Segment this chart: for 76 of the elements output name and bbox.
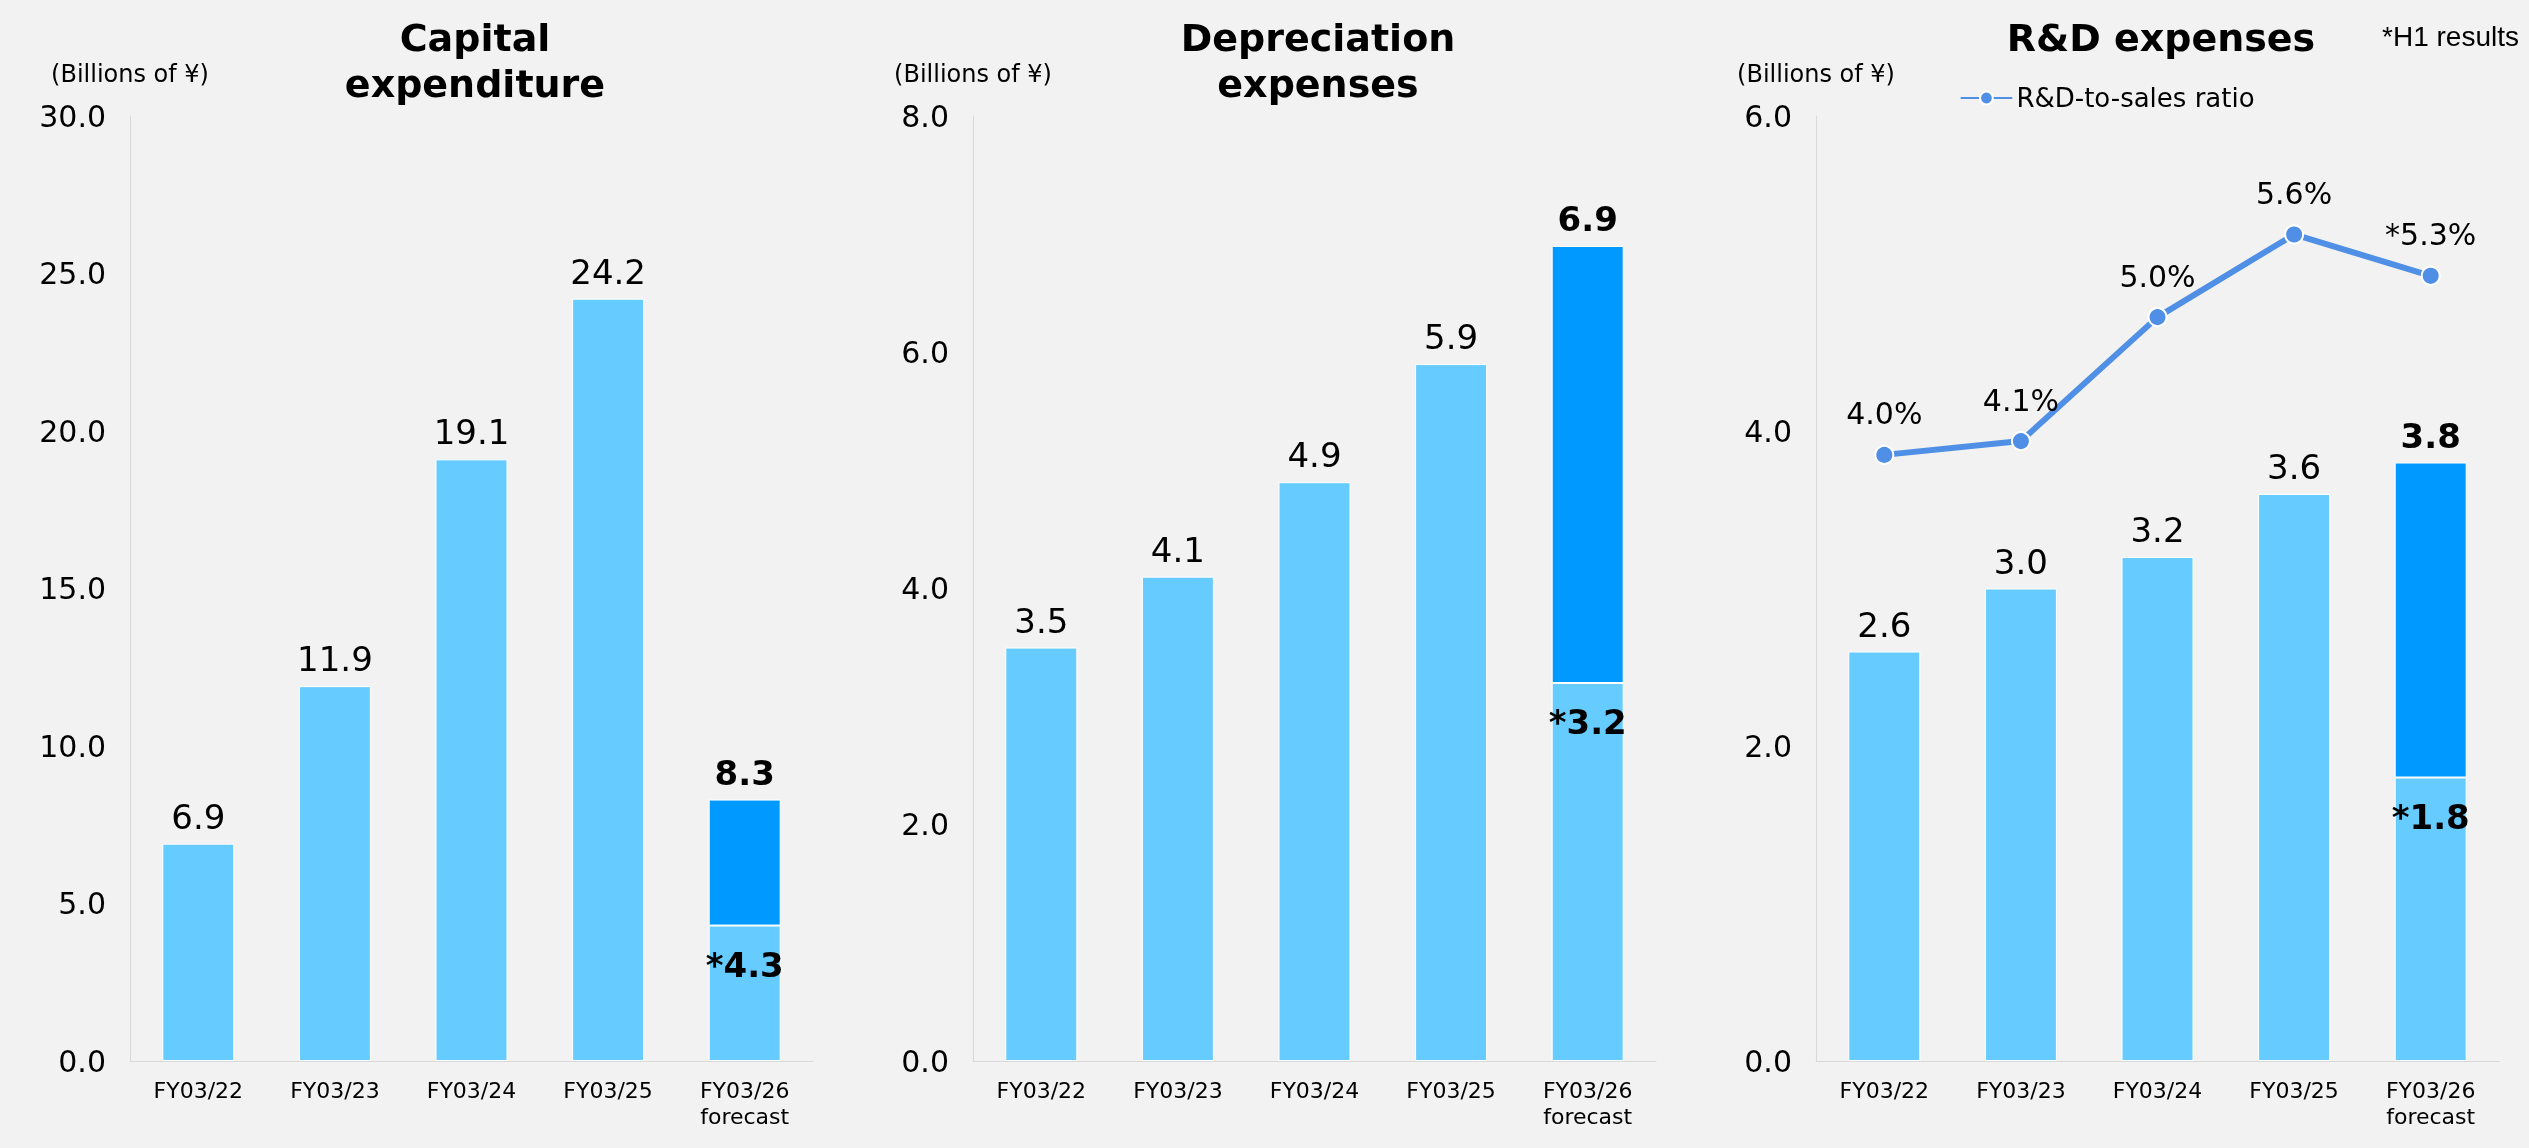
y-tick-label: 30.0 (39, 98, 106, 134)
bar (2258, 494, 2331, 1061)
y-tick-label: 0.0 (58, 1043, 106, 1079)
data-label: 3.5 (1014, 600, 1069, 641)
x-tick-label: FY03/26 forecast (1542, 1077, 1633, 1129)
y-axis-title: (Billions of ¥) (51, 60, 209, 88)
total-label: 8.3 (714, 752, 775, 793)
x-tick-label: FY03/24 (426, 1077, 517, 1103)
y-tick-label: 5.0 (58, 886, 106, 921)
y-tick-label: 4.0 (901, 571, 949, 606)
y-axis-title: (Billions of ¥) (1737, 60, 1895, 88)
data-label: 4.9 (1287, 435, 1342, 476)
bar (2121, 557, 2194, 1061)
x-tick-label: FY03/23 (1133, 1077, 1223, 1103)
bar (1005, 647, 1078, 1061)
bar (1415, 364, 1488, 1061)
x-tick-label: FY03/26 forecast (2385, 1077, 2476, 1129)
x-tick-label: FY03/22 (1839, 1077, 1930, 1103)
point (2147, 307, 2168, 328)
point (2010, 431, 2031, 452)
x-tick-label: FY03/25 (2249, 1077, 2339, 1103)
data-label: 4.0% (1846, 396, 1923, 432)
chart-title: Depreciation expenses (1180, 16, 1456, 106)
bar (162, 843, 235, 1061)
bar (435, 459, 508, 1061)
data-label: 19.1 (433, 412, 510, 453)
data-label: *5.3% (2385, 217, 2477, 253)
y-tick-label: 8.0 (901, 98, 949, 134)
data-label: 11.9 (297, 639, 373, 680)
x-tick-label: FY03/24 (1269, 1077, 1360, 1103)
bar (1141, 576, 1214, 1061)
y-tick-label: 20.0 (39, 413, 106, 449)
y-tick-label: 0.0 (901, 1043, 949, 1079)
data-label: 6.9 (171, 796, 226, 837)
point (2420, 265, 2441, 286)
data-label: 4.1 (1150, 529, 1205, 570)
bar (1984, 588, 2057, 1061)
data-label: 3.0 (1993, 541, 2048, 582)
x-tick-label: FY03/22 (996, 1077, 1087, 1103)
y-tick-label: 6.0 (901, 334, 949, 370)
legend-label: R&D-to-sales ratio (2016, 83, 2255, 113)
data-label: 3.6 (2267, 447, 2322, 487)
bar (1848, 651, 1921, 1061)
y-axis-title: (Billions of ¥) (894, 60, 1052, 88)
text: *H1 results (2382, 20, 2519, 52)
point (2284, 224, 2305, 245)
y-tick-label: 25.0 (39, 256, 106, 291)
x-tick-label: FY03/26 forecast (699, 1077, 790, 1129)
bar (1278, 482, 1351, 1061)
x-tick-label: FY03/22 (153, 1077, 244, 1103)
data-label: 5.9 (1424, 317, 1479, 358)
total-label: 3.8 (2400, 415, 2461, 456)
data-label: 24.2 (570, 251, 646, 292)
bar (572, 298, 645, 1061)
x-tick-label: FY03/25 (1406, 1077, 1496, 1103)
point (1874, 444, 1895, 465)
y-tick-label: 2.0 (1744, 728, 1792, 764)
y-tick-label: 0.0 (1744, 1043, 1792, 1079)
chart-title: R&D expenses (2006, 16, 2316, 60)
x-tick-label: FY03/25 (563, 1077, 653, 1103)
total-label: 6.9 (1557, 198, 1618, 239)
x-tick-label: FY03/24 (2112, 1077, 2203, 1103)
bar (298, 686, 371, 1061)
chart-title: Capital expenditure (344, 16, 606, 106)
data-label: 5.0% (2119, 258, 2196, 294)
x-tick-label: FY03/23 (290, 1077, 380, 1103)
data-label: 3.2 (2130, 510, 2185, 550)
data-label: 2.6 (1857, 604, 1912, 645)
y-tick-label: 6.0 (1744, 98, 1792, 134)
y-tick-label: 4.0 (1744, 413, 1792, 449)
data-label: 4.1% (1982, 382, 2060, 418)
y-tick-label: 2.0 (901, 807, 949, 843)
x-tick-label: FY03/23 (1976, 1077, 2066, 1103)
data-label: 5.6% (2255, 175, 2333, 211)
y-tick-label: 15.0 (39, 571, 106, 606)
y-tick-label: 10.0 (39, 728, 106, 764)
